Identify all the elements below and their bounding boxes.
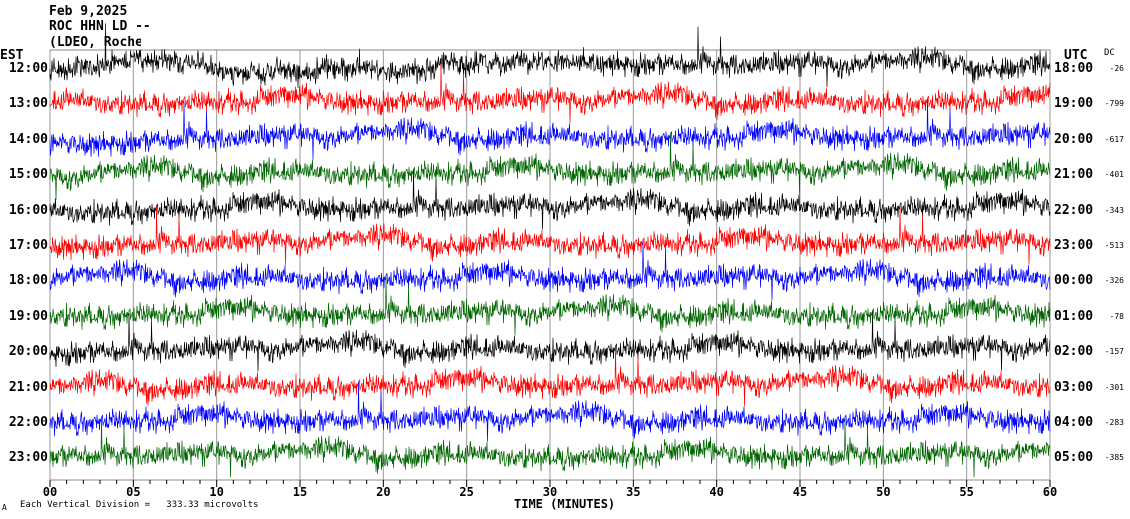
- x-tick-label: 05: [126, 485, 141, 499]
- est-hour-label: 15:00: [8, 167, 48, 183]
- date-label: Feb 9,2025: [49, 4, 128, 19]
- utc-hour-label: 22:00: [1054, 202, 1094, 218]
- utc-label: UTC: [1064, 48, 1088, 63]
- utc-hour-label: 00:00: [1054, 273, 1094, 289]
- utc-hour-label: 04:00: [1054, 415, 1094, 430]
- dc-offset-value: -283: [1104, 418, 1124, 427]
- x-tick-label: 60: [1042, 485, 1058, 499]
- trace-2100: [49, 346, 1051, 407]
- dc-offset-value: -326: [1104, 276, 1124, 286]
- est-hour-label: 12:00: [8, 61, 48, 76]
- utc-hour-label: 01:00: [1054, 308, 1094, 324]
- utc-hour-label: 18:00: [1054, 61, 1094, 76]
- utc-hour-label: 20:00: [1054, 131, 1094, 147]
- scale-note: Each Vertical Division = 333.33 microvol…: [20, 500, 259, 510]
- est-hour-label: 17:00: [8, 238, 48, 253]
- x-tick-label: 10: [209, 485, 224, 499]
- utc-hour-label: 03:00: [1054, 379, 1094, 395]
- trace-1700: [49, 205, 1051, 266]
- est-hour-label: 19:00: [8, 308, 48, 324]
- x-tick-label: 50: [876, 485, 891, 499]
- dc-offset-value: -157: [1104, 347, 1124, 357]
- utc-hour-label: 02:00: [1054, 344, 1094, 360]
- station-label: ROC HHN LD --: [49, 19, 151, 34]
- est-hour-label: 18:00: [8, 273, 48, 289]
- dc-offset-value: -26: [1109, 64, 1124, 73]
- x-tick-label: 15: [292, 485, 308, 499]
- x-tick-label: 45: [792, 485, 808, 499]
- trace-1500: [49, 134, 1051, 200]
- trace-1300: [49, 63, 1051, 124]
- utc-hour-label: 19:00: [1054, 96, 1094, 112]
- utc-hour-label: 21:00: [1054, 167, 1094, 183]
- x-tick-label: 25: [459, 485, 474, 499]
- dc-offset-value: -343: [1104, 205, 1124, 215]
- dc-offset-value: -617: [1104, 134, 1124, 144]
- trace-2300: [49, 417, 1050, 478]
- x-tick-label: 20: [376, 485, 391, 499]
- network-label: (LDEO, Rochester): [49, 35, 141, 50]
- trace-1400: [49, 98, 1051, 160]
- footer-mark: A: [2, 503, 7, 512]
- est-hour-label: 14:00: [8, 131, 48, 147]
- dc-offset-value: -513: [1104, 241, 1124, 250]
- est-hour-label: 21:00: [8, 379, 48, 395]
- dc-offset-value: -799: [1104, 99, 1124, 109]
- dc-offset-value: -78: [1109, 311, 1124, 321]
- dc-label: DC: [1104, 48, 1115, 58]
- dc-offset-value: -401: [1104, 170, 1124, 180]
- utc-hour-label: 05:00: [1054, 450, 1094, 466]
- dc-offset-value: -301: [1104, 382, 1124, 392]
- trace-1200: [49, 23, 1051, 88]
- utc-hour-label: 23:00: [1054, 238, 1094, 253]
- x-axis-title: TIME (MINUTES): [514, 497, 616, 511]
- x-tick-label: 35: [626, 485, 641, 499]
- est-hour-label: 22:00: [8, 415, 48, 430]
- x-tick-label: 00: [42, 485, 58, 499]
- est-hour-label: 20:00: [8, 344, 48, 360]
- x-tick-label: 40: [709, 485, 724, 499]
- trace-2000: [49, 311, 1051, 372]
- x-tick-label: 30: [542, 485, 558, 499]
- est-hour-label: 23:00: [8, 450, 48, 466]
- est-label: EST: [0, 48, 24, 63]
- dc-offset-value: -385: [1104, 453, 1124, 463]
- x-tick-label: 55: [959, 485, 974, 499]
- est-hour-label: 13:00: [8, 96, 48, 112]
- trace-1600: [49, 169, 1051, 230]
- trace-2200: [49, 382, 1051, 442]
- trace-1900: [49, 275, 1051, 336]
- trace-1800: [49, 240, 1051, 301]
- est-hour-label: 16:00: [8, 202, 48, 218]
